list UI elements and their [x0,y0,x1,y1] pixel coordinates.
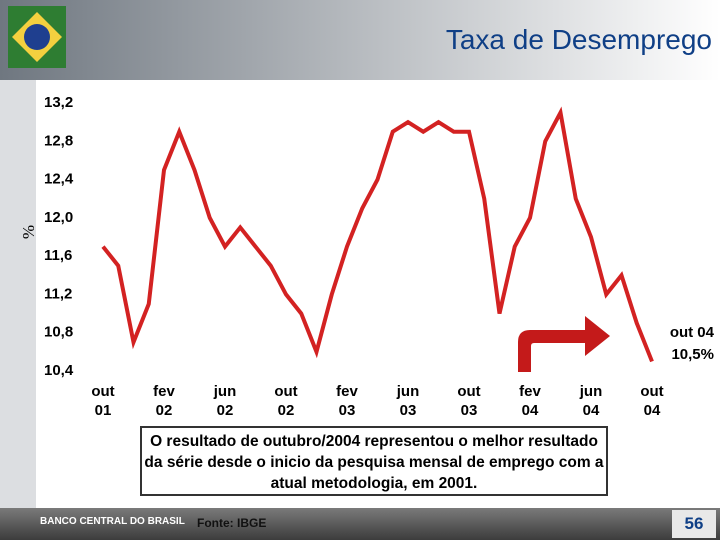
x-tick-label: out 03 [457,383,481,419]
chart-title: Taxa de Desemprego [445,24,712,55]
x-tick-label: jun 04 [579,383,603,419]
y-tick-label: 11,6 [44,247,72,264]
note: O resultado de outubro/2004 representou … [140,426,608,496]
x-tick-label: fev 03 [336,383,358,419]
page-number: 56 [672,510,716,538]
y-tick-label: 12,8 [44,132,73,149]
x-tick-label: fev 02 [153,383,175,419]
brand: BANCO CENTRAL DO BRASIL [40,516,185,527]
x-tick-label: out 02 [274,383,298,419]
y-tick-label: 10,4 [44,362,74,379]
x-tick-label: out 04 [640,383,664,419]
line [101,106,654,363]
header-band [0,0,720,80]
flag [8,6,66,68]
side-band [0,80,36,510]
x-tick-label: out 01 [91,383,115,419]
x-tick-label: fev 04 [519,383,541,419]
annotation: out 04 10,5% [669,324,714,363]
source: Fonte: IBGE [197,516,267,530]
x-tick-label: jun 02 [213,383,237,419]
y-tick-label: 12,0 [44,209,73,226]
y-axis-label: % [19,224,39,240]
y-tick-label: 13,2 [44,94,73,111]
y-tick-label: 12,4 [44,171,74,188]
plot: 10,4 10,8 11,2 11,6 12,0 12,4 12,8 13,2 [44,94,654,379]
y-tick-label: 10,8 [44,324,73,341]
footer [0,508,720,540]
arrow [518,316,610,372]
x-tick-label: jun 03 [396,383,420,419]
y-tick-label: 11,2 [44,285,72,302]
